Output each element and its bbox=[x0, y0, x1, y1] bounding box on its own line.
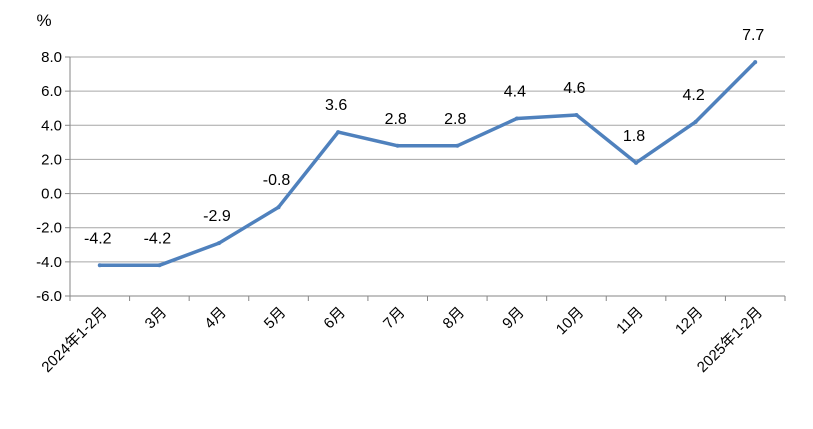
x-tick-label: 5月 bbox=[261, 304, 290, 333]
data-label: -0.8 bbox=[263, 172, 291, 189]
x-tick-label: 7月 bbox=[380, 304, 409, 333]
data-label: 4.2 bbox=[683, 87, 705, 104]
data-label: -4.2 bbox=[84, 230, 112, 247]
y-axis-unit-label: % bbox=[36, 11, 51, 30]
data-point bbox=[574, 113, 579, 118]
x-tick-label: 4月 bbox=[201, 304, 230, 333]
y-tick-label: -4.0 bbox=[36, 254, 62, 271]
x-tick-label: 9月 bbox=[499, 304, 528, 333]
series-line-group bbox=[97, 60, 758, 268]
data-point bbox=[455, 143, 460, 148]
data-point bbox=[157, 263, 162, 268]
x-tick-label: 6月 bbox=[320, 304, 349, 333]
y-tick-label: 8.0 bbox=[41, 49, 62, 66]
data-point bbox=[336, 130, 341, 135]
y-tick-label: 6.0 bbox=[41, 83, 62, 100]
data-point bbox=[216, 241, 221, 246]
axes bbox=[65, 56, 786, 301]
y-tick-label: -2.0 bbox=[36, 220, 62, 237]
data-point bbox=[634, 160, 639, 165]
y-tick-label: 0.0 bbox=[41, 186, 62, 203]
data-label: 4.6 bbox=[563, 80, 585, 97]
x-tick-label: 8月 bbox=[440, 304, 469, 333]
x-tick-label: 3月 bbox=[142, 304, 171, 333]
y-tick-label: 4.0 bbox=[41, 117, 62, 134]
data-point bbox=[693, 119, 698, 124]
x-tick-label: 2024年1-2月 bbox=[38, 304, 110, 376]
data-label: 2.8 bbox=[385, 111, 407, 128]
data-label: 1.8 bbox=[623, 128, 645, 145]
y-tick-label: -6.0 bbox=[36, 288, 62, 305]
data-point bbox=[395, 143, 400, 148]
data-label: 7.7 bbox=[742, 27, 764, 44]
x-tick-label: 10月 bbox=[553, 304, 587, 338]
x-tick-labels: 2024年1-2月 3月 4月 5月 6月 7月 8月 9月 10月 11月 12月2025年1-2… bbox=[38, 304, 766, 376]
data-point bbox=[753, 60, 758, 65]
data-point bbox=[276, 205, 281, 210]
data-label: 2.8 bbox=[444, 111, 466, 128]
gridlines bbox=[70, 56, 785, 263]
series-line bbox=[98, 60, 757, 268]
data-labels: -4.2 -4.2 -2.9 -0.8 3.6 2.8 2.8 4.4 4.6 1.8 4.2 7.7 bbox=[84, 27, 764, 247]
x-tick-label: 12月 bbox=[672, 304, 706, 338]
data-label: 3.6 bbox=[325, 97, 347, 114]
data-label: -2.9 bbox=[203, 208, 231, 225]
data-label: -4.2 bbox=[144, 230, 172, 247]
data-point bbox=[514, 116, 519, 121]
data-label: 4.4 bbox=[504, 83, 526, 100]
x-tick-label: 11月 bbox=[613, 304, 647, 338]
y-tick-label: 2.0 bbox=[41, 151, 62, 168]
data-point bbox=[97, 263, 102, 268]
y-tick-labels: 8.0 6.0 4.0 2.0 0.0 -2.0 -4.0 -6.0 bbox=[36, 49, 62, 305]
